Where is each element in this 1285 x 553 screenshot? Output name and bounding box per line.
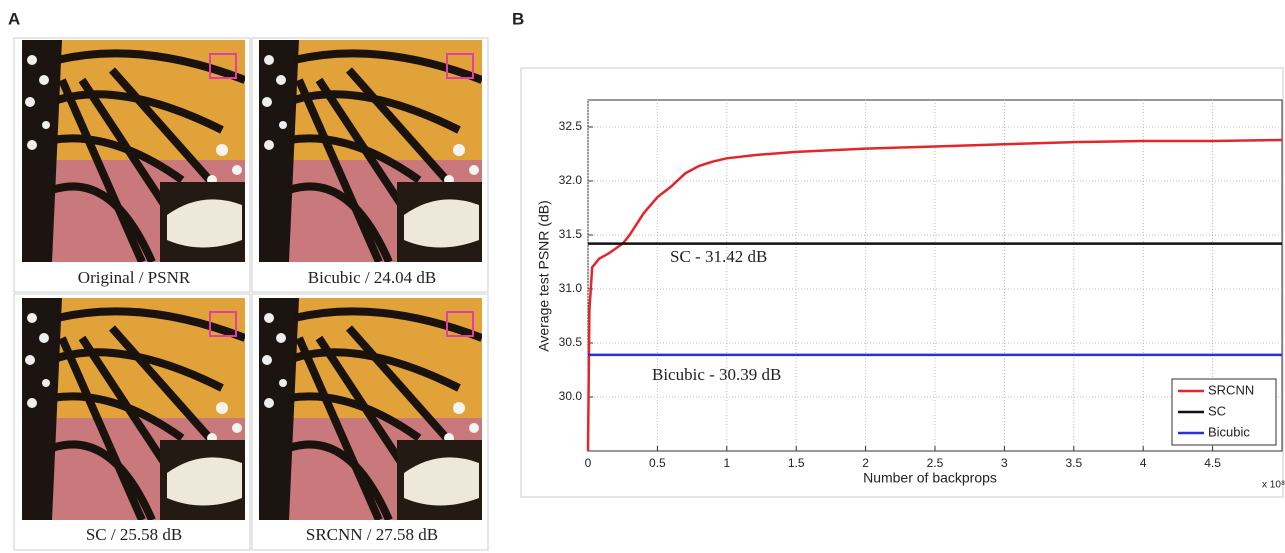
butterfly-image (22, 40, 245, 262)
image-frame (251, 293, 489, 551)
x-tick-label: 2 (862, 456, 869, 470)
line (586, 138, 1283, 452)
x-tick-label: 0.5 (649, 456, 666, 470)
y-tick-label: 31.0 (559, 281, 583, 295)
x-tick-label: 4 (1140, 456, 1147, 470)
x-axis-label: Number of backprops (863, 470, 997, 486)
x-multiplier: x 10⁸ (1262, 480, 1285, 491)
legend-label: SRCNN (1208, 382, 1254, 397)
y-tick-label: 30.5 (559, 335, 583, 349)
x-tick-label: 2.5 (927, 456, 944, 470)
butterfly-image (259, 298, 482, 520)
x-tick-label: 3.5 (1065, 456, 1082, 470)
image-caption: Original / PSNR (78, 268, 191, 287)
image-frame (13, 37, 251, 293)
chart: 30.0 30.5 31.0 31.5 32.0 32.5 0 0.5 1 1.5 2 2.5 3 3.5… (559, 99, 1283, 470)
y-axis-label: Average test PSNR (dB) (536, 200, 552, 351)
panel-label: A (8, 9, 20, 28)
image-frame (13, 293, 251, 551)
panel-label: B (512, 9, 524, 28)
x-tick-label: 4.5 (1204, 456, 1221, 470)
image-frame (251, 37, 489, 293)
y-tick-label: 31.5 (559, 227, 583, 241)
x-tick-label: 1.5 (788, 456, 805, 470)
image-caption: Bicubic / 24.04 dB (308, 268, 436, 287)
y-tick-label: 30.0 (559, 389, 583, 403)
butterfly-image (22, 298, 245, 520)
annotation: Bicubic - 30.39 dB (652, 365, 781, 384)
y-tick-label: 32.5 (559, 119, 583, 133)
annotation: SC - 31.42 dB (670, 247, 767, 266)
legend-label: SC (1208, 403, 1226, 418)
x-tick-label: 0 (585, 456, 592, 470)
legend-label: Bicubic (1208, 424, 1250, 439)
butterfly-image (259, 40, 482, 262)
image-caption: SRCNN / 27.58 dB (306, 525, 438, 544)
plot-area (587, 99, 1283, 452)
image-caption: SC / 25.58 dB (86, 525, 182, 544)
y-tick-label: 32.0 (559, 173, 583, 187)
x-tick-label: 3 (1001, 456, 1008, 470)
x-tick-label: 1 (723, 456, 730, 470)
